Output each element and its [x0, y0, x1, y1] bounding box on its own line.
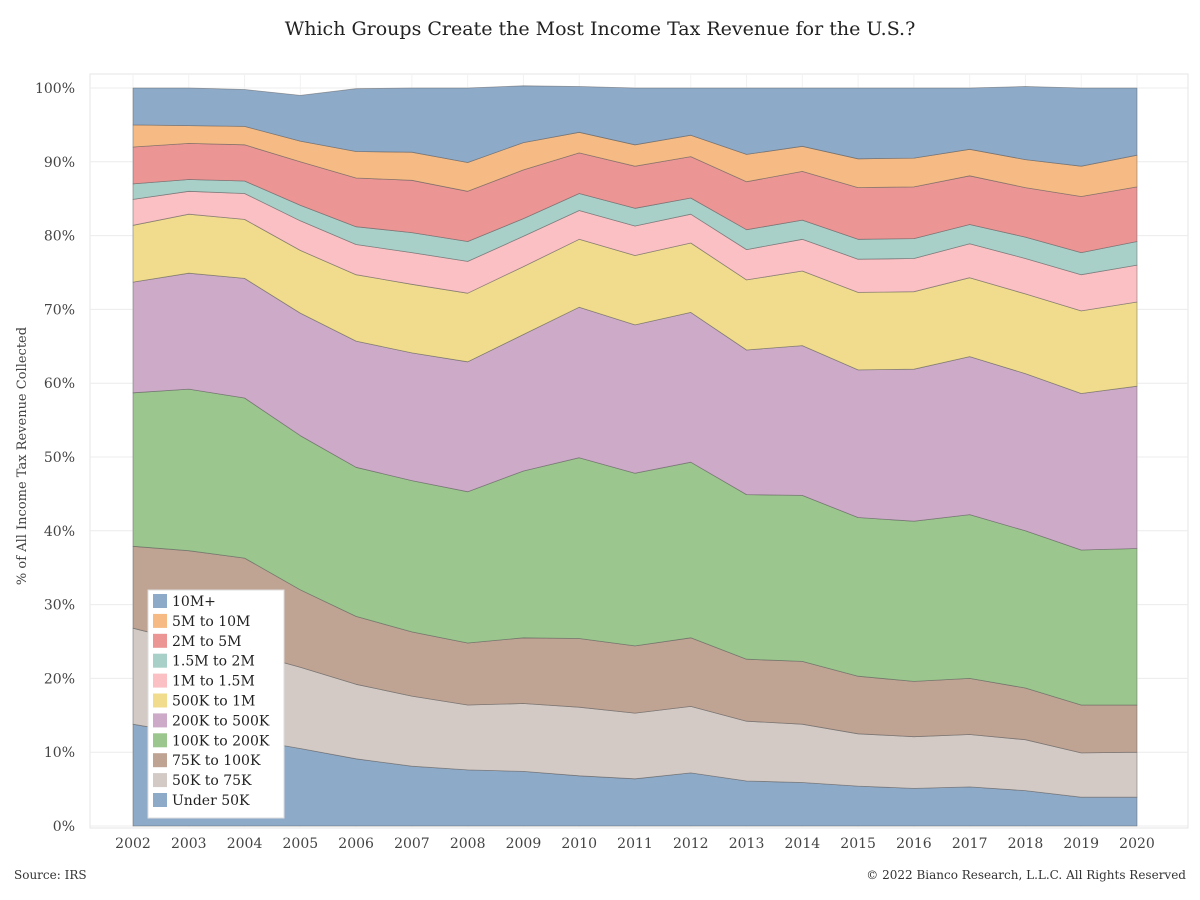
legend-swatch [153, 793, 167, 807]
chart-title: Which Groups Create the Most Income Tax … [284, 18, 916, 40]
x-tick-label: 2012 [673, 836, 709, 852]
x-tick-label: 2006 [338, 836, 374, 852]
legend-swatch [153, 693, 167, 708]
legend-swatch [153, 753, 167, 768]
legend-label: 5M to 10M [172, 614, 250, 630]
x-tick-label: 2020 [1119, 836, 1155, 852]
legend-swatch [153, 633, 167, 648]
legend-label: 200K to 500K [172, 713, 270, 729]
y-tick-label: 10% [44, 745, 75, 761]
x-tick-label: 2014 [785, 836, 821, 852]
legend-box [147, 589, 285, 819]
legend-swatch [153, 673, 167, 688]
copyright-note: © 2022 Bianco Research, L.L.C. All Right… [866, 868, 1186, 882]
legend-label: Under 50K [172, 793, 250, 809]
legend-label: 1.5M to 2M [172, 654, 255, 670]
x-tick-label: 2019 [1063, 836, 1099, 852]
area-10m-plus [132, 85, 1138, 167]
x-tick-label: 2013 [729, 836, 765, 852]
legend-label: 1M to 1.5M [172, 674, 255, 690]
legend-label: 500K to 1M [172, 694, 255, 710]
legend-label: 75K to 100K [172, 753, 261, 769]
x-tick-label: 2011 [617, 836, 653, 852]
legend-label: 10M+ [172, 594, 216, 610]
x-tick-label: 2004 [227, 836, 263, 852]
y-tick-label: 80% [44, 229, 75, 245]
y-tick-label: 0% [53, 819, 75, 835]
y-tick-label: 100% [35, 81, 75, 97]
x-tick-label: 2009 [506, 836, 542, 852]
legend-swatch [153, 613, 167, 628]
y-axis-label: % of All Income Tax Revenue Collected [15, 327, 30, 585]
x-tick-label: 2016 [896, 836, 932, 852]
legend-swatch [153, 733, 167, 748]
y-tick-label: 70% [44, 302, 75, 318]
y-tick-label: 60% [44, 376, 75, 392]
x-tick-label: 2010 [561, 836, 597, 852]
x-tick-label: 2005 [283, 836, 319, 852]
legend-label: 100K to 200K [172, 733, 270, 749]
source-note: Source: IRS [14, 868, 87, 882]
x-tick-label: 2017 [952, 836, 988, 852]
x-tick-label: 2015 [840, 836, 876, 852]
axis-ticks: 0% 10% 20% 30% 40% 50% 60% 70% 80% 90% 100% 2002 200… [35, 81, 1155, 852]
legend-label: 50K to 75K [172, 773, 252, 789]
x-tick-label: 2002 [115, 836, 151, 852]
x-tick-label: 2007 [394, 836, 430, 852]
y-tick-label: 90% [44, 155, 75, 171]
plot-frame [89, 73, 1189, 829]
legend-swatch [153, 653, 167, 668]
y-tick-label: 40% [44, 524, 75, 540]
y-tick-label: 50% [44, 450, 75, 466]
y-tick-label: 20% [44, 671, 75, 687]
x-tick-label: 2018 [1008, 836, 1044, 852]
x-tick-label: 2008 [450, 836, 486, 852]
legend: 10M+ 5M to 10M 2M to 5M 1.5M to 2M 1M to 1.5… [147, 589, 285, 819]
legend-swatch [153, 773, 167, 788]
y-tick-label: 30% [44, 598, 75, 614]
legend-swatch [153, 713, 167, 728]
area-series-layer [132, 85, 1138, 827]
x-tick-label: 2003 [171, 836, 207, 852]
legend-swatch [153, 594, 167, 608]
legend-label: 2M to 5M [172, 634, 241, 650]
